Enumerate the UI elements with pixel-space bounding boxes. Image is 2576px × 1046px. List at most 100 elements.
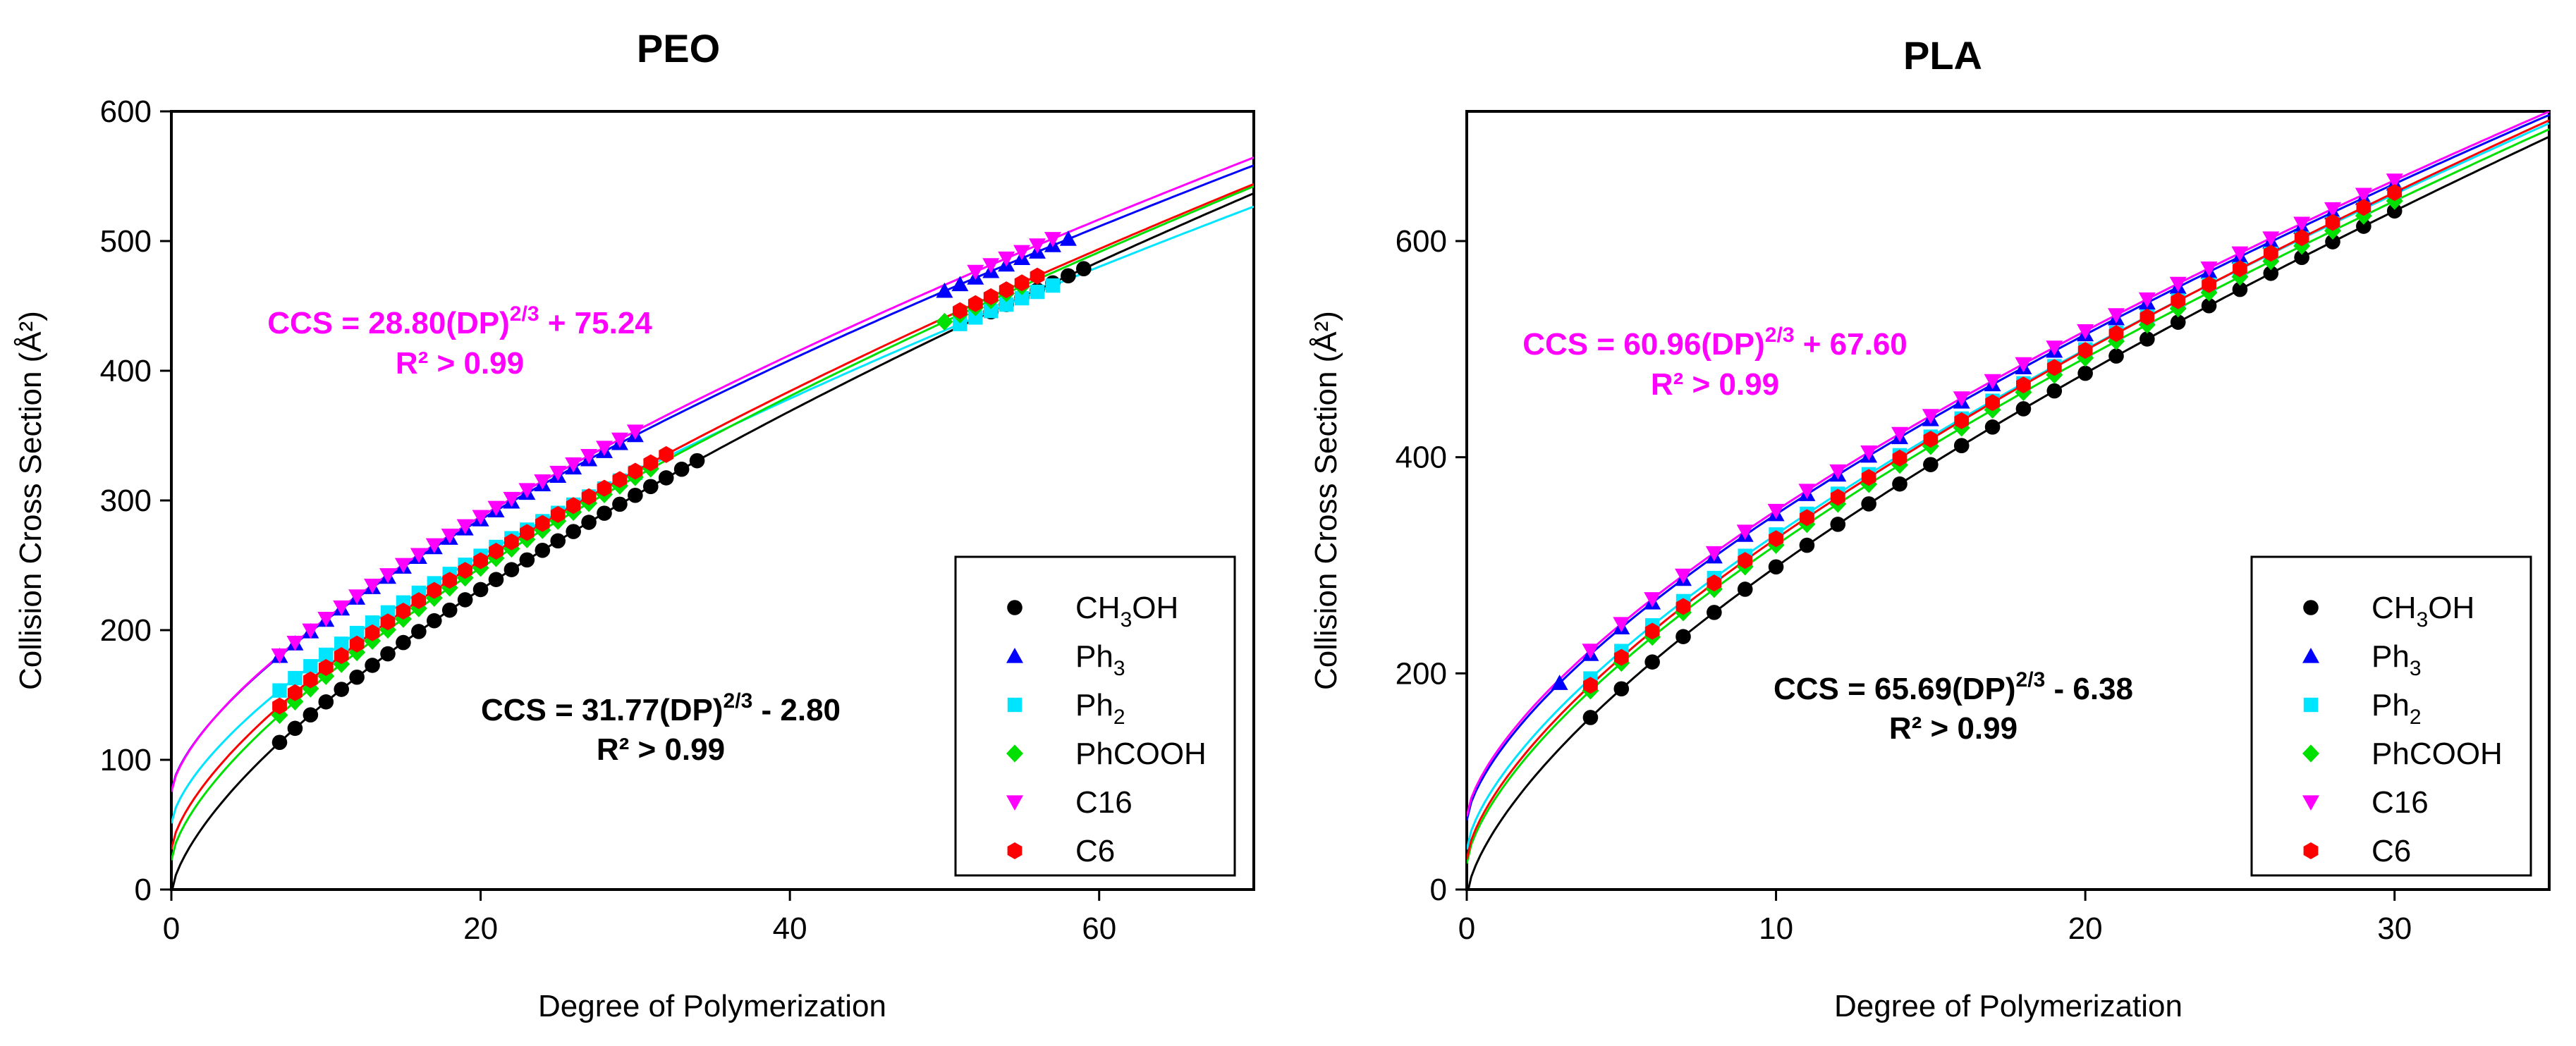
chart-title: PLA xyxy=(1903,33,1982,78)
data-point-c6 xyxy=(953,302,967,319)
legend-label: Ph3 xyxy=(1075,639,1125,680)
legend-marker xyxy=(2302,648,2319,663)
y-tick-label: 600 xyxy=(1396,224,1447,259)
data-point-ch3oh xyxy=(550,533,566,549)
data-point-c6 xyxy=(581,488,597,505)
data-point-ch3oh xyxy=(1707,605,1722,620)
legend-marker xyxy=(1007,697,1023,713)
data-point-ch3oh xyxy=(689,453,705,469)
data-point-c16 xyxy=(1953,391,1970,407)
data-point-c16 xyxy=(2046,340,2063,356)
data-point-c6 xyxy=(659,445,674,463)
legend-box xyxy=(2250,555,2532,877)
data-point-c16 xyxy=(317,611,335,627)
y-tick-label: 400 xyxy=(100,354,152,388)
legend-item-ph3: Ph3 xyxy=(1006,639,1125,680)
data-point-c6 xyxy=(520,524,535,541)
data-point-ch3oh xyxy=(2139,331,2155,347)
legend-item-ch3oh: CH3OH xyxy=(2303,591,2474,632)
legend-label: PhCOOH xyxy=(1075,737,1207,771)
data-point-c6 xyxy=(967,295,983,312)
data-point-c16 xyxy=(626,424,644,440)
data-points xyxy=(271,230,1092,751)
chart-peo: PEO 0 20 40 60 0 100 200 300 400 500 600 Degree o… xyxy=(13,26,1255,1023)
x-tick-label: 0 xyxy=(163,911,180,946)
data-point-c16 xyxy=(379,568,396,584)
legend-label: C16 xyxy=(1075,785,1133,820)
data-point-ch3oh xyxy=(1768,559,1784,575)
data-point-ch3oh xyxy=(2386,203,2403,219)
data-point-c6 xyxy=(1861,469,1876,486)
data-point-c6 xyxy=(411,592,427,610)
data-point-c16 xyxy=(1013,245,1031,261)
data-point-ch3oh xyxy=(426,613,442,629)
data-point-c6 xyxy=(2263,245,2278,262)
legend-label: Ph2 xyxy=(1075,688,1125,729)
legend-item-phcooh: PhCOOH xyxy=(2302,737,2503,771)
data-point-ch3oh xyxy=(2232,281,2248,297)
data-point-ch3oh xyxy=(318,694,334,710)
data-point-c6 xyxy=(1738,552,1753,570)
data-point-c16 xyxy=(2293,216,2311,233)
data-point-ch3oh xyxy=(2108,348,2124,364)
data-point-c6 xyxy=(334,647,349,665)
equation-exponent: 2/3 xyxy=(510,302,539,326)
data-point-ch3oh xyxy=(1644,654,1660,670)
data-point-c16 xyxy=(2169,276,2187,293)
data-point-c16 xyxy=(410,548,427,564)
data-point-c6 xyxy=(628,462,643,480)
data-point-c6 xyxy=(2387,184,2403,202)
data-point-phcooh xyxy=(936,312,953,331)
data-point-c16 xyxy=(2200,262,2218,277)
data-point-c6 xyxy=(318,659,334,676)
equation-annotation-top: CCS = 28.80(DP)2/3 + 75.24 R² > 0.99 xyxy=(267,302,652,381)
data-point-ch3oh xyxy=(1953,438,1970,454)
data-point-c16 xyxy=(1736,524,1754,540)
y-ticks: 0 100 200 300 400 500 600 xyxy=(100,94,171,907)
data-point-c6 xyxy=(999,281,1014,299)
legend-label: Ph3 xyxy=(2371,639,2422,680)
legend-marker xyxy=(2303,600,2319,615)
data-point-c16 xyxy=(1829,464,1847,480)
y-tick-label: 0 xyxy=(1430,873,1447,907)
y-tick-label: 200 xyxy=(100,613,152,648)
y-tick-label: 100 xyxy=(100,743,152,777)
equation-suffix: + 75.24 xyxy=(539,306,653,340)
data-point-c6 xyxy=(1892,449,1907,467)
legend-box xyxy=(954,555,1236,877)
legend-item-ch3oh: CH3OH xyxy=(1007,591,1178,632)
y-ticks: 0 200 400 600 xyxy=(1396,224,1467,907)
data-point-ch3oh xyxy=(519,552,535,568)
data-point-ch3oh xyxy=(2077,365,2093,381)
data-point-c16 xyxy=(1044,232,1061,247)
equation-suffix: + 67.60 xyxy=(1795,327,1907,362)
data-point-ph2 xyxy=(303,659,318,674)
data-point-ch3oh xyxy=(380,646,396,662)
legend-marker xyxy=(2302,795,2319,811)
plot-frame xyxy=(1465,110,2551,891)
plot-area xyxy=(170,110,1255,891)
data-point-c6 xyxy=(2016,376,2031,394)
legend-item-phcooh: PhCOOH xyxy=(1006,737,1207,771)
data-point-c6 xyxy=(535,515,550,532)
data-point-ch3oh xyxy=(411,624,427,639)
data-point-c6 xyxy=(2046,359,2062,376)
legend-label: C6 xyxy=(2371,834,2411,868)
equation-exponent: 2/3 xyxy=(2016,668,2046,691)
equation-suffix: - 6.38 xyxy=(2045,672,2133,706)
data-point-ph2 xyxy=(953,316,967,331)
data-point-c16 xyxy=(2108,308,2125,324)
data-point-c6 xyxy=(1769,530,1783,548)
legend-marker xyxy=(1007,842,1023,859)
data-point-c6 xyxy=(365,624,380,641)
x-tick-label: 40 xyxy=(773,911,807,946)
legend-label: Ph2 xyxy=(2371,688,2422,729)
data-point-ph3 xyxy=(1551,675,1568,690)
data-point-c16 xyxy=(2355,187,2372,204)
data-point-c16 xyxy=(967,264,984,281)
data-point-ch3oh xyxy=(1923,457,1939,472)
data-point-c6 xyxy=(473,552,488,570)
data-point-ch3oh xyxy=(2201,297,2217,314)
equation-annotation-top: CCS = 60.96(DP)2/3 + 67.60 R² > 0.99 xyxy=(1522,324,1907,402)
legend-entries: CH3OH Ph3 Ph2 PhCOOH C16 C6 xyxy=(2302,591,2503,868)
